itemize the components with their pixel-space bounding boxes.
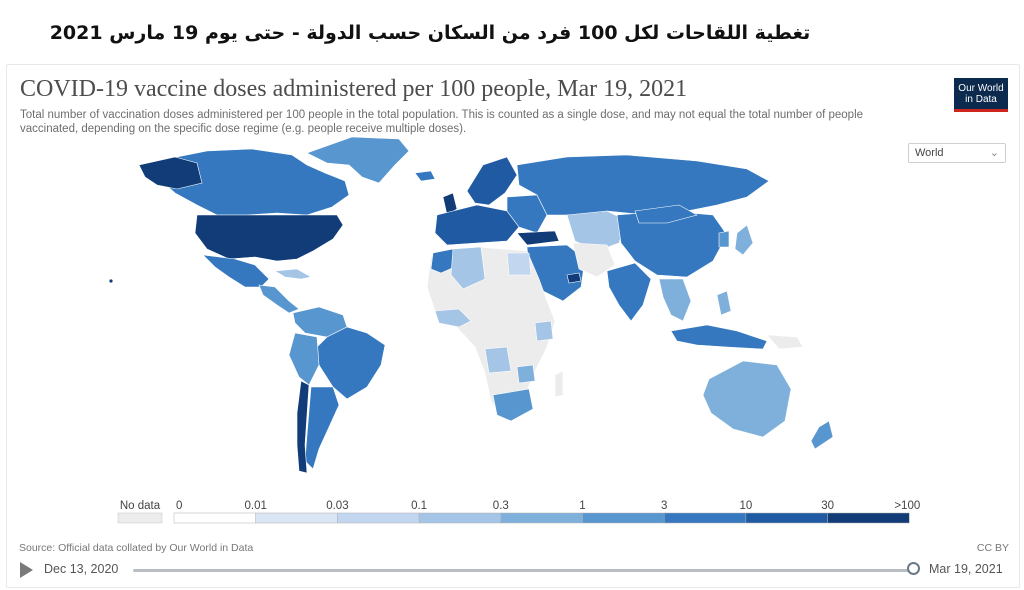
map-argentina bbox=[304, 386, 340, 470]
chart-subtitle: Total number of vaccination doses admini… bbox=[20, 109, 864, 135]
map-egypt bbox=[506, 252, 532, 276]
legend-tick-label-last: >100 bbox=[894, 500, 920, 512]
map-indonesia bbox=[670, 324, 768, 350]
region-select[interactable]: World ⌄ bbox=[908, 143, 1006, 163]
timeline-start-date: Dec 13, 2020 bbox=[44, 562, 119, 576]
timeline: Dec 13, 2020 Mar 19, 2021 bbox=[7, 557, 1019, 585]
map-west-africa bbox=[434, 308, 472, 328]
map-kenya bbox=[534, 320, 554, 342]
map-greenland bbox=[306, 136, 410, 184]
legend-bin-4 bbox=[500, 512, 583, 524]
region-select-value: World bbox=[915, 147, 944, 159]
map-papua bbox=[766, 334, 804, 350]
timeline-handle[interactable] bbox=[907, 562, 920, 575]
legend-tick-label: 3 bbox=[661, 500, 667, 512]
legend-bin-1 bbox=[255, 512, 338, 524]
legend-tick-label: 0.1 bbox=[411, 500, 427, 512]
legend-tick-label: 0.03 bbox=[326, 500, 348, 512]
logo-line-1: Our World bbox=[958, 83, 1004, 94]
map-philippines bbox=[716, 290, 732, 316]
legend-bin-0 bbox=[173, 512, 256, 524]
map-western-europe bbox=[434, 204, 520, 246]
logo-line-2: in Data bbox=[965, 94, 997, 105]
legend-bin-7 bbox=[745, 512, 828, 524]
chart-title: COVID-19 vaccine doses administered per … bbox=[20, 76, 688, 102]
map-scandinavia bbox=[466, 156, 518, 206]
map-angola bbox=[484, 346, 512, 374]
map-turkey bbox=[516, 230, 560, 246]
map-southeast-asia bbox=[658, 278, 692, 322]
map-australia bbox=[702, 360, 792, 438]
chart-card: COVID-19 vaccine doses administered per … bbox=[6, 64, 1020, 588]
legend-bin-5 bbox=[582, 512, 665, 524]
chevron-down-icon: ⌄ bbox=[989, 147, 999, 159]
timeline-end-date: Mar 19, 2021 bbox=[929, 562, 1003, 576]
world-map[interactable] bbox=[7, 65, 1019, 535]
legend-tick-label: 10 bbox=[740, 500, 753, 512]
map-chile bbox=[296, 380, 310, 474]
legend-no-data-swatch bbox=[117, 512, 163, 524]
play-icon[interactable] bbox=[20, 562, 33, 578]
map-usa bbox=[194, 214, 344, 262]
map-central-america bbox=[258, 284, 300, 314]
map-hawaii bbox=[109, 279, 113, 283]
map-alaska bbox=[138, 156, 203, 190]
legend-bin-3 bbox=[418, 512, 502, 524]
source-note: Source: Official data collated by Our Wo… bbox=[19, 542, 254, 554]
legend-no-data-label: No data bbox=[120, 500, 161, 512]
map-south-africa bbox=[492, 388, 534, 422]
map-uae bbox=[566, 272, 582, 284]
map-mongolia bbox=[634, 204, 698, 224]
map-uk bbox=[442, 192, 458, 216]
map-central-asia bbox=[566, 210, 628, 252]
map-new-zealand bbox=[810, 420, 834, 450]
map-iceland bbox=[414, 170, 436, 182]
map-canada bbox=[156, 148, 350, 216]
legend-tick-label: 30 bbox=[821, 500, 834, 512]
legend-bin-2 bbox=[337, 512, 420, 524]
owid-logo[interactable]: Our World in Data bbox=[954, 78, 1008, 112]
legend-tick-label: 0 bbox=[176, 500, 182, 512]
license-link[interactable]: CC BY bbox=[976, 542, 1009, 554]
timeline-track[interactable] bbox=[133, 569, 915, 572]
map-iran-afghanistan bbox=[572, 242, 616, 278]
legend-bin-8 bbox=[827, 512, 910, 524]
map-caribbean bbox=[274, 268, 312, 280]
map-algeria bbox=[450, 246, 486, 290]
map-japan bbox=[734, 224, 754, 256]
arabic-heading: تغطية اللقاحات لكل 100 فرد من السكان حسب… bbox=[49, 22, 811, 44]
map-russia bbox=[516, 154, 770, 216]
legend-tick-label: 0.01 bbox=[245, 500, 267, 512]
legend-bin-6 bbox=[663, 512, 747, 524]
map-korea bbox=[718, 230, 730, 248]
map-madagascar bbox=[554, 370, 564, 398]
map-india bbox=[606, 262, 652, 322]
legend-tick-label: 1 bbox=[579, 500, 585, 512]
map-zimbabwe bbox=[516, 364, 536, 384]
legend-tick-label: 0.3 bbox=[493, 500, 509, 512]
color-legend: No data 0 0.01 0.03 0.1 0.3 1 3 10 30 >100 bbox=[117, 500, 920, 524]
